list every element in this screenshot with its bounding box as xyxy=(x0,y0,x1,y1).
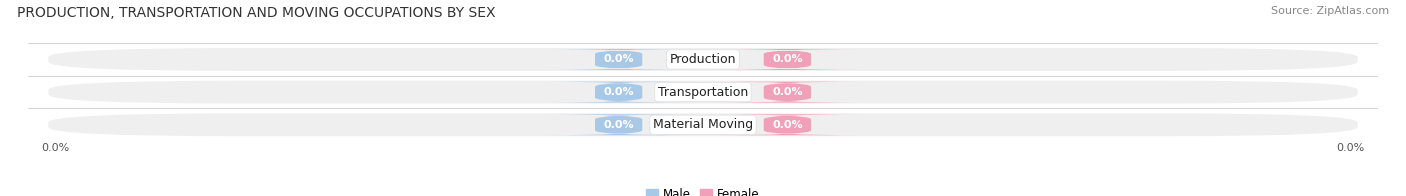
FancyBboxPatch shape xyxy=(541,114,696,135)
Text: 0.0%: 0.0% xyxy=(772,54,803,64)
FancyBboxPatch shape xyxy=(541,82,696,103)
Text: 0.0%: 0.0% xyxy=(42,143,70,153)
Text: 0.0%: 0.0% xyxy=(603,120,634,130)
Text: Source: ZipAtlas.com: Source: ZipAtlas.com xyxy=(1271,6,1389,16)
FancyBboxPatch shape xyxy=(710,114,865,135)
FancyBboxPatch shape xyxy=(710,49,865,70)
FancyBboxPatch shape xyxy=(48,48,1358,71)
Text: 0.0%: 0.0% xyxy=(1336,143,1364,153)
FancyBboxPatch shape xyxy=(48,113,1358,136)
Text: 0.0%: 0.0% xyxy=(772,120,803,130)
Text: Transportation: Transportation xyxy=(658,86,748,99)
Text: Production: Production xyxy=(669,53,737,66)
FancyBboxPatch shape xyxy=(541,49,696,70)
Text: 0.0%: 0.0% xyxy=(772,87,803,97)
Legend: Male, Female: Male, Female xyxy=(641,183,765,196)
Text: Material Moving: Material Moving xyxy=(652,118,754,131)
Text: 0.0%: 0.0% xyxy=(603,87,634,97)
FancyBboxPatch shape xyxy=(710,82,865,103)
Text: PRODUCTION, TRANSPORTATION AND MOVING OCCUPATIONS BY SEX: PRODUCTION, TRANSPORTATION AND MOVING OC… xyxy=(17,6,495,20)
Text: 0.0%: 0.0% xyxy=(603,54,634,64)
FancyBboxPatch shape xyxy=(48,81,1358,103)
